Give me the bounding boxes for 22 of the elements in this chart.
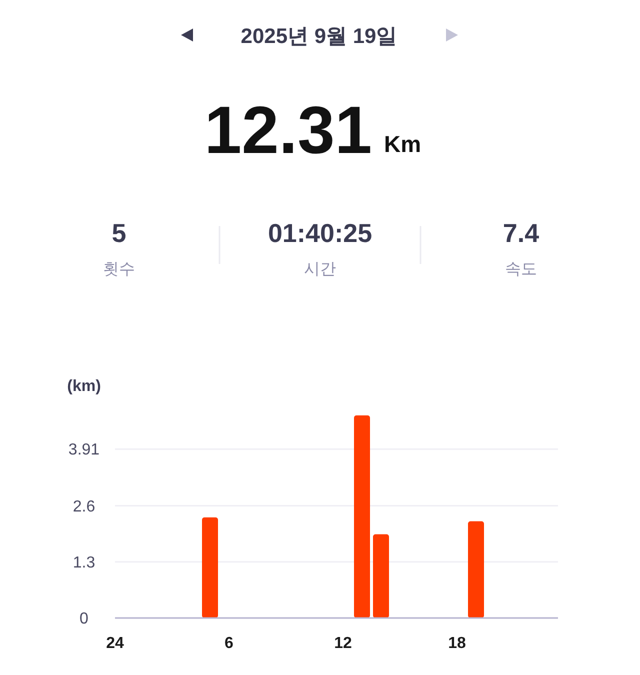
- y-axis-title: (km): [67, 378, 101, 395]
- text: 7.4: [502, 218, 540, 248]
- x-tick-label: 6: [224, 635, 234, 652]
- text: Km: [384, 131, 422, 157]
- x-tick-label: 18: [448, 635, 466, 652]
- bar: [468, 521, 484, 618]
- y-tick-label: 0: [80, 610, 89, 628]
- chart-title: 2025년 9월 19일: [240, 25, 398, 48]
- y-tick-label: 1.3: [72, 554, 96, 572]
- x-tick-label: 24: [106, 635, 124, 652]
- text: 속도: [505, 261, 537, 278]
- x-tick-label: 12: [334, 635, 352, 652]
- text: 횟수: [103, 261, 135, 278]
- y-tick-label: 3.91: [68, 442, 100, 459]
- text: 12.31: [204, 93, 372, 168]
- bar: [373, 534, 389, 618]
- text: 5: [112, 218, 126, 248]
- text: 01:40:25: [268, 218, 372, 248]
- bar: [354, 415, 370, 618]
- y-tick-label: 2.6: [72, 498, 96, 516]
- text: 시간: [304, 261, 336, 278]
- bar: [202, 517, 218, 618]
